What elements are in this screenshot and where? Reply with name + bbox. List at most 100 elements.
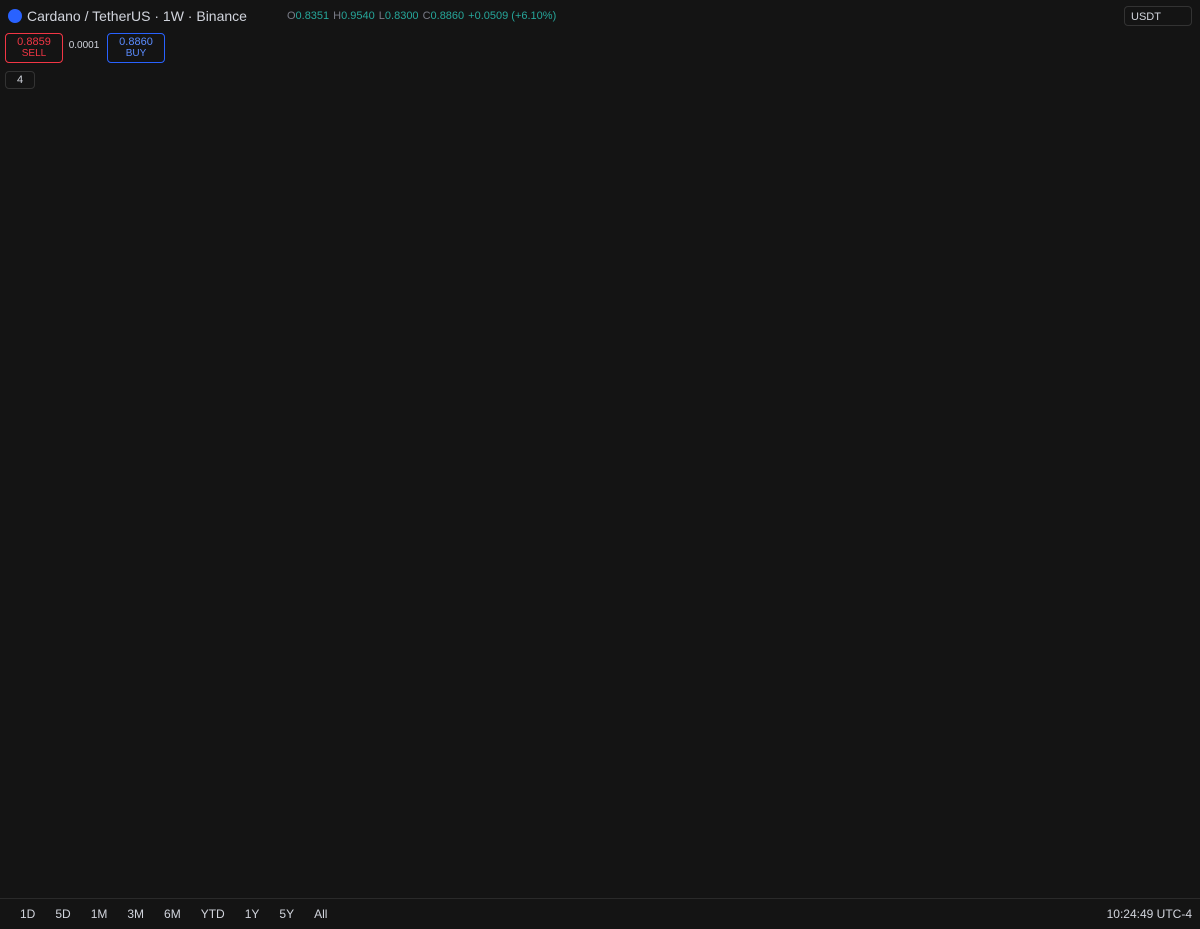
ohlc-key: H [333, 10, 342, 22]
ohlc: O0.8351 H0.9540 L0.8300 C0.8860 [287, 10, 464, 22]
callout-line: BULL FLAG [979, 641, 1049, 656]
price-tag-label: 2.4708 [1132, 217, 1175, 233]
y-tick-label: 2.0000 [1130, 264, 1170, 279]
fib-zone [308, 177, 612, 756]
flag-upper [769, 394, 926, 516]
range-button[interactable]: YTD [200, 907, 225, 921]
y-tick-label: 2.6000 [1130, 207, 1170, 222]
sell-button[interactable]: 0.8859 SELL [5, 33, 63, 63]
price-tag [1122, 438, 1184, 459]
range-button[interactable]: 3M [127, 907, 145, 921]
fib-zone-anchor [308, 0, 612, 860]
volume-profile-buy [262, 500, 322, 737]
price-tag-label: 0.6712 [1132, 503, 1175, 519]
buy-price: 0.8860 [119, 36, 153, 48]
ohlc-value: 0.8351 [295, 10, 330, 22]
fib-minor-label: -4.618 (2.4010) [777, 227, 845, 238]
price-tag [1122, 216, 1184, 237]
y-tick-label: 5.0000 [1130, 63, 1170, 78]
range-button[interactable]: 6M [164, 907, 181, 921]
target-zone [942, 273, 1088, 450]
chart: 1 (3.0959) 0.786 (2.4807) 0.618 (1.9978) 0 … [0, 0, 1184, 898]
indicators-toggle[interactable]: 4 [5, 71, 35, 89]
stop-zone [942, 450, 1088, 513]
ohlc-key: O [286, 10, 296, 22]
callout-line: CONFIRMED [979, 626, 1058, 641]
range-button[interactable]: 1Y [244, 907, 260, 921]
fib-minor-label: 0 (0.8466) [799, 456, 845, 467]
x-tick-label: Jul [485, 868, 502, 883]
buy-button[interactable]: 0.8860 BUY [107, 33, 165, 63]
plot: 1 (3.0959) 0.786 (2.4807) 0.618 (1.9978) 0 … [3, 0, 1089, 860]
callout-arrow [896, 492, 1021, 621]
y-tick-label: 0.1550 [1130, 825, 1170, 840]
x-tick-label: 2023 [381, 868, 410, 883]
y-tick-label: 0.5000 [1130, 568, 1170, 583]
y-tick-label: 0.2300 [1130, 739, 1170, 754]
tp1-box [941, 226, 1089, 274]
range-button[interactable]: 5D [55, 907, 71, 921]
price-tag [1122, 502, 1184, 523]
tp1-label: 1ST TP [986, 239, 1044, 258]
sell-price: 0.8859 [17, 36, 51, 48]
ohlc-key: L [378, 10, 385, 22]
x-tick-label: Jul [289, 868, 306, 883]
x-tick-label: 2026 [968, 868, 997, 883]
x-tick-label: Jul [876, 868, 893, 883]
ohlc-value: 0.8860 [430, 10, 465, 22]
flash-icon[interactable] [909, 839, 929, 859]
y-tick-label: 0.1900 [1130, 781, 1170, 796]
price-line [952, 242, 1016, 462]
resistance-label: HIGH RESISTANCE [389, 237, 545, 256]
ohlc-value: 0.9540 [341, 10, 375, 22]
x-tick-label: 2021 [0, 868, 19, 883]
price-tag-label: 0.8971 [1132, 439, 1175, 455]
x-tick-label: 2022 [186, 868, 215, 883]
x-tick-label: Jul [1071, 868, 1088, 883]
tp2-box [941, 65, 1089, 112]
volume-profile-sell [262, 500, 460, 737]
x-tick-label: Jul [680, 868, 697, 883]
callout-line: BREAK OUT [979, 656, 1054, 671]
range-button[interactable]: All [314, 907, 328, 921]
price-tag [1122, 441, 1184, 478]
toolbar: 1D 5D 1M 3M 6M YTD 1Y 5Y All 10:24:49 UTC-4 [0, 898, 1200, 929]
x-tick-label: 2025 [772, 868, 801, 883]
range-button[interactable]: 1D [20, 907, 36, 921]
range-button[interactable]: 1M [90, 907, 108, 921]
fib-minor-label: -1.618 (1.3912) [777, 347, 845, 358]
x-tick-label: Jul [94, 868, 111, 883]
fib-label: 0 (0.2212) [622, 747, 695, 764]
callout-box [972, 622, 1069, 677]
y-tick-label: 0.2800 [1130, 696, 1170, 711]
resistance-box [236, 375, 931, 482]
fib-minor-label: 0.5 (0.6733) [791, 506, 845, 517]
y-tick-label: 4.0000 [1130, 112, 1170, 127]
currency-select[interactable]: USDT [1124, 6, 1192, 26]
price-line [3, 189, 920, 802]
ohlc-key: C [422, 10, 431, 22]
range-buttons: 1D 5D 1M 3M 6M YTD 1Y 5Y All [10, 907, 327, 921]
sell-label: SELL [21, 48, 47, 59]
range-button[interactable]: 5Y [279, 907, 295, 921]
change: +0.0509 (+6.10%) [468, 10, 557, 22]
header: Cardano / TetherUS · 1W · Binance O0.835… [0, 0, 556, 32]
y-tick-label: 3.2000 [1130, 161, 1170, 176]
clock: 10:24:49 UTC-4 [1106, 907, 1192, 921]
fib-label: 0.786 (2.4807) [622, 217, 726, 234]
fib-minor-label: -2.618 (1.7278) [777, 300, 845, 311]
y-tick-label: 1.3000 [1130, 359, 1170, 374]
fib-minor-label: -3.618 (2.0644) [777, 261, 845, 272]
price-tag-countdown: 09:35:10 [1128, 460, 1179, 475]
fib-minor-label: -1 (1.1832) [796, 383, 845, 394]
y-tick-label: 0.4200 [1130, 607, 1170, 622]
tp2-label: 2ND TP [985, 78, 1045, 97]
volume-profile-upper [262, 380, 358, 495]
spread: 0.0001 [68, 40, 100, 51]
fib-minor-label: 1 (0.5100) [799, 567, 845, 578]
y-tick-label: 0.3400 [1130, 653, 1170, 668]
symbol[interactable]: Cardano / TetherUS · 1W · Binance [27, 8, 247, 24]
price-tag-label: 0.8860 [1132, 442, 1175, 458]
symbol-icon [8, 9, 22, 23]
